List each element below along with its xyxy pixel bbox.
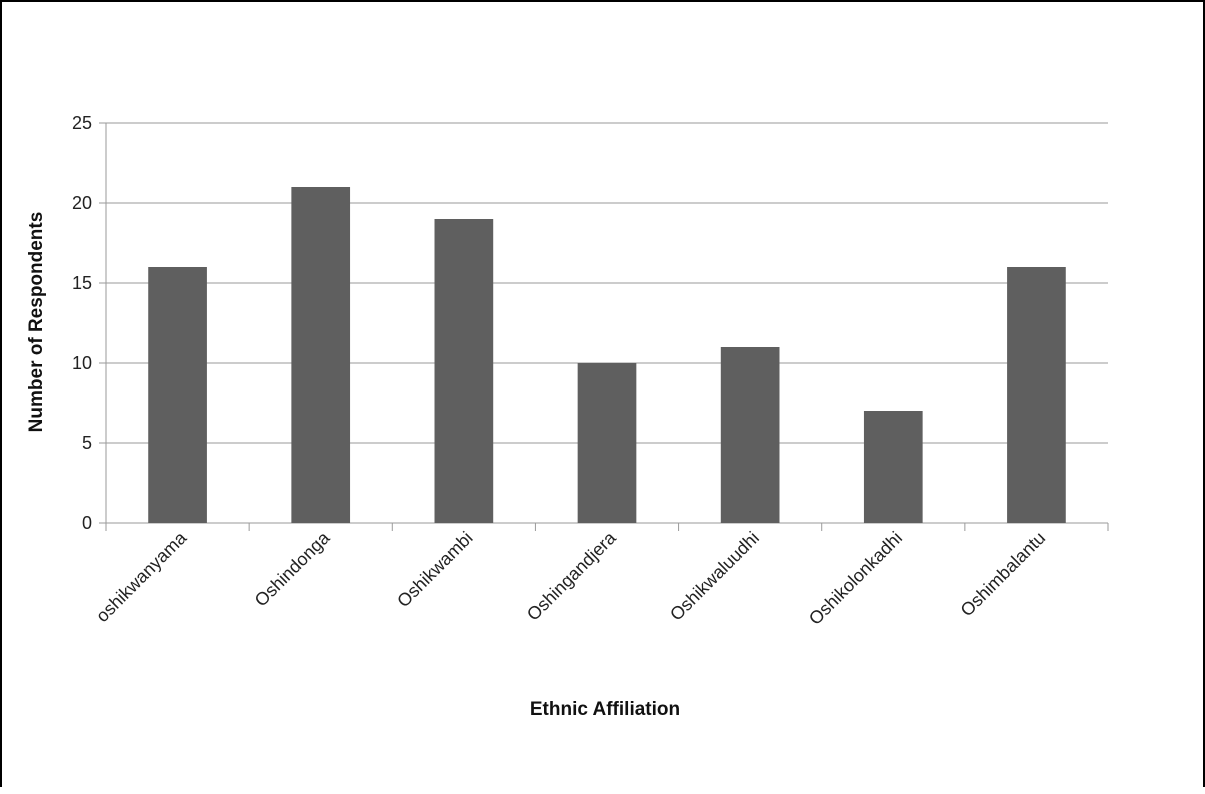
- x-axis-title: Ethnic Affiliation: [530, 699, 680, 720]
- y-axis-title: Number of Respondents: [26, 212, 47, 433]
- y-tick-label: 25: [72, 113, 92, 133]
- x-tick-labels: oshikwanyama Oshindonga Oshikwambi Oshingan…: [92, 527, 1049, 629]
- y-tick-label: 20: [72, 193, 92, 213]
- bar-oshimbalantu: [1007, 267, 1066, 523]
- y-tick-label: 0: [82, 513, 92, 533]
- bar-oshikolonkadhi: [864, 411, 923, 523]
- bar-oshikwaluudhi: [721, 347, 780, 523]
- y-tick-label: 15: [72, 273, 92, 293]
- bar-oshingandjera: [578, 363, 637, 523]
- y-tick-label: 5: [82, 433, 92, 453]
- x-tick-label: Oshikwambi: [393, 528, 476, 611]
- bar-oshikwanyama: [148, 267, 207, 523]
- bar-oshindonga: [291, 187, 350, 523]
- x-tick-label: Oshingandjera: [523, 527, 621, 625]
- bar-oshikwambi: [435, 219, 494, 523]
- x-tick-label: Oshikolonkadhi: [805, 528, 906, 629]
- x-tick-label: Oshimbalantu: [957, 528, 1050, 621]
- x-tick-label: Oshindonga: [251, 527, 334, 610]
- bars: [148, 187, 1066, 523]
- x-tick-label: Oshikwaluudhi: [666, 528, 763, 625]
- y-tick-labels: 0 5 10 15 20 25: [72, 113, 92, 533]
- y-tick-label: 10: [72, 353, 92, 373]
- x-tick-label: oshikwanyama: [92, 527, 191, 626]
